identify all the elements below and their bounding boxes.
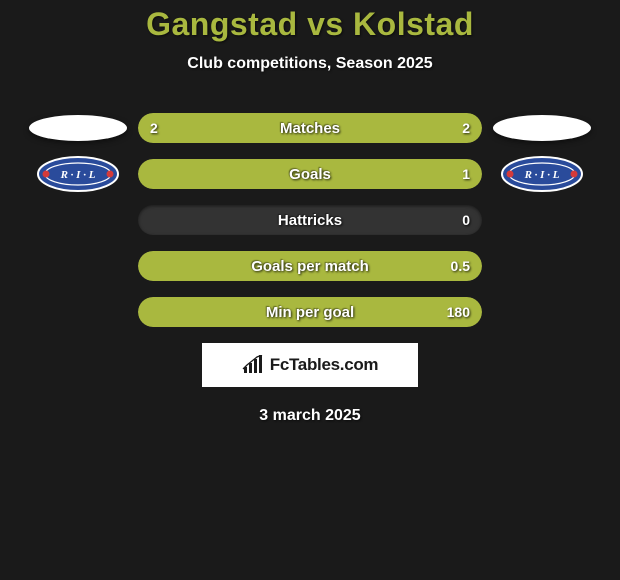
stat-row-goals: R · I · L Goals 1 R · I · L [0,159,620,189]
right-team-logo-1 [482,114,602,142]
stat-row-gpm: Goals per match 0.5 [0,251,620,281]
stat-row-mpg: Min per goal 180 [0,297,620,327]
stat-bar: Hattricks 0 [138,205,482,235]
page-title: Gangstad vs Kolstad [0,6,620,43]
svg-text:R · I · L: R · I · L [524,169,560,181]
stat-bar: Goals 1 [138,159,482,189]
ellipse-white-icon [28,114,128,142]
svg-text:R · I · L: R · I · L [60,169,96,181]
stat-label: Hattricks [138,205,482,235]
fctables-badge: FcTables.com [202,343,418,387]
stat-bar: Min per goal 180 [138,297,482,327]
subtitle: Club competitions, Season 2025 [0,55,620,73]
stat-bar: Goals per match 0.5 [138,251,482,281]
stat-bar: 2 Matches 2 [138,113,482,143]
ril-badge-icon: R · I · L [37,156,119,192]
bar-fill [138,251,482,281]
left-team-logo-1 [18,114,138,142]
bar-fill [138,297,482,327]
comparison-card: Gangstad vs Kolstad Club competitions, S… [0,0,620,580]
stat-row-matches: 2 Matches 2 [0,113,620,143]
date-line: 3 march 2025 [0,407,620,425]
bar-fill [138,159,482,189]
chart-icon [242,355,264,375]
fctables-text: FcTables.com [270,355,379,375]
bar-fill [138,113,482,143]
stat-row-hattricks: Hattricks 0 [0,205,620,235]
left-team-logo-2: R · I · L [18,156,138,192]
right-team-logo-2: R · I · L [482,156,602,192]
ril-badge-icon: R · I · L [501,156,583,192]
stat-right-value: 0 [462,205,470,235]
ellipse-white-icon [492,114,592,142]
